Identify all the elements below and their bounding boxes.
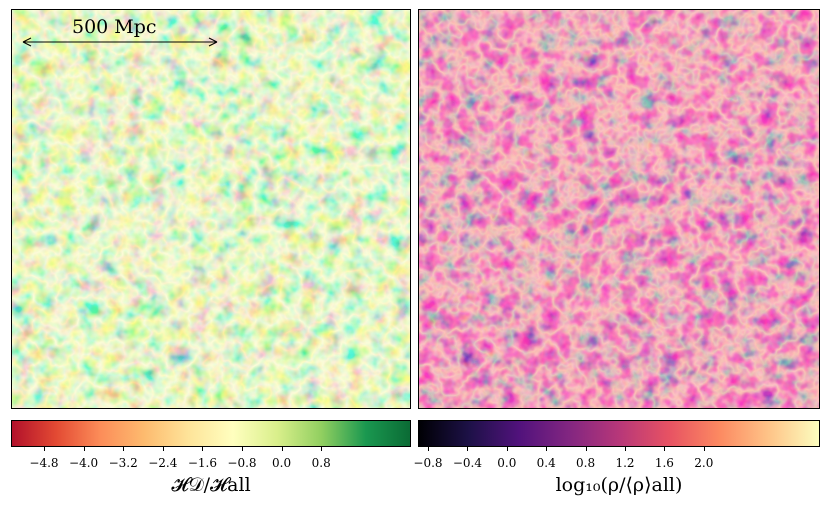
ratio-map-panel: 500 Mpc [11, 9, 411, 409]
density-map-image [419, 10, 819, 408]
ratio-colorbar-tick-label: 0.8 [311, 456, 331, 470]
ratio-colorbar-tick-mark [44, 446, 45, 451]
ratio-colorbar-tick-mark [83, 446, 85, 451]
density-colorbar-tick-mark [428, 446, 429, 451]
density-colorbar-tick-mark [664, 446, 666, 451]
density-colorbar-tick-mark [625, 446, 626, 451]
ratio-colorbar-tick-mark [321, 446, 323, 451]
density-colorbar-tick-mark [703, 446, 705, 451]
density-colorbar [418, 420, 820, 447]
ratio-colorbar-tick-label: −1.6 [187, 456, 217, 470]
ratio-colorbar [11, 420, 411, 447]
density-colorbar-tick-mark [546, 446, 548, 451]
ratio-colorbar-label: 𝓗𝒟/𝓗all [171, 474, 251, 496]
density-colorbar-tick-mark [585, 446, 587, 451]
density-colorbar-tick-label: 0.0 [497, 456, 517, 470]
scale-bar [22, 37, 218, 47]
ratio-map-image [12, 10, 410, 408]
ratio-colorbar-tick-mark [202, 446, 204, 451]
ratio-colorbar-tick-mark [162, 446, 164, 451]
ratio-colorbar-tick-label: −0.8 [227, 456, 257, 470]
density-colorbar-tick-label: 0.8 [576, 456, 596, 470]
density-colorbar-tick-label: −0.8 [413, 456, 443, 470]
density-colorbar-label: log₁₀(ρ/⟨ρ⟩all) [555, 474, 683, 496]
density-colorbar-tick-label: 0.4 [536, 456, 556, 470]
density-colorbar-tick-mark [506, 446, 508, 451]
density-colorbar-tick-mark [467, 446, 469, 451]
ratio-colorbar-tick-label: −4.0 [69, 456, 99, 470]
density-colorbar-tick-label: 1.2 [615, 456, 635, 470]
ratio-colorbar-tick-mark [281, 446, 283, 451]
density-colorbar-tick-label: 2.0 [694, 456, 714, 470]
ratio-colorbar-tick-label: 0.0 [272, 456, 292, 470]
ratio-colorbar-tick-mark [242, 446, 243, 451]
ratio-colorbar-tick-mark [123, 446, 125, 451]
density-colorbar-tick-label: 1.6 [654, 456, 674, 470]
ratio-colorbar-tick-label: −4.8 [29, 456, 59, 470]
ratio-colorbar-tick-label: −2.4 [148, 456, 178, 470]
scale-bar-label: 500 Mpc [72, 16, 157, 38]
density-colorbar-tick-label: −0.4 [452, 456, 482, 470]
ratio-colorbar-tick-label: −3.2 [108, 456, 138, 470]
density-map-panel [418, 9, 820, 409]
